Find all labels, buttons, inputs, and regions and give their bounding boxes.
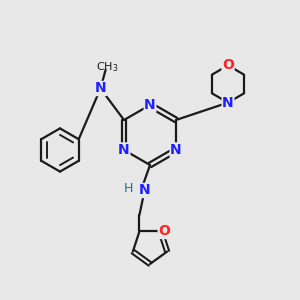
Text: CH$_3$: CH$_3$ xyxy=(96,60,118,74)
Text: N: N xyxy=(95,82,106,95)
Text: N: N xyxy=(170,143,182,157)
Text: N: N xyxy=(222,96,234,110)
Text: H: H xyxy=(124,182,133,195)
Text: N: N xyxy=(139,184,150,197)
Text: O: O xyxy=(158,224,170,239)
Text: N: N xyxy=(118,143,130,157)
Text: O: O xyxy=(222,58,234,72)
Text: N: N xyxy=(144,98,156,112)
